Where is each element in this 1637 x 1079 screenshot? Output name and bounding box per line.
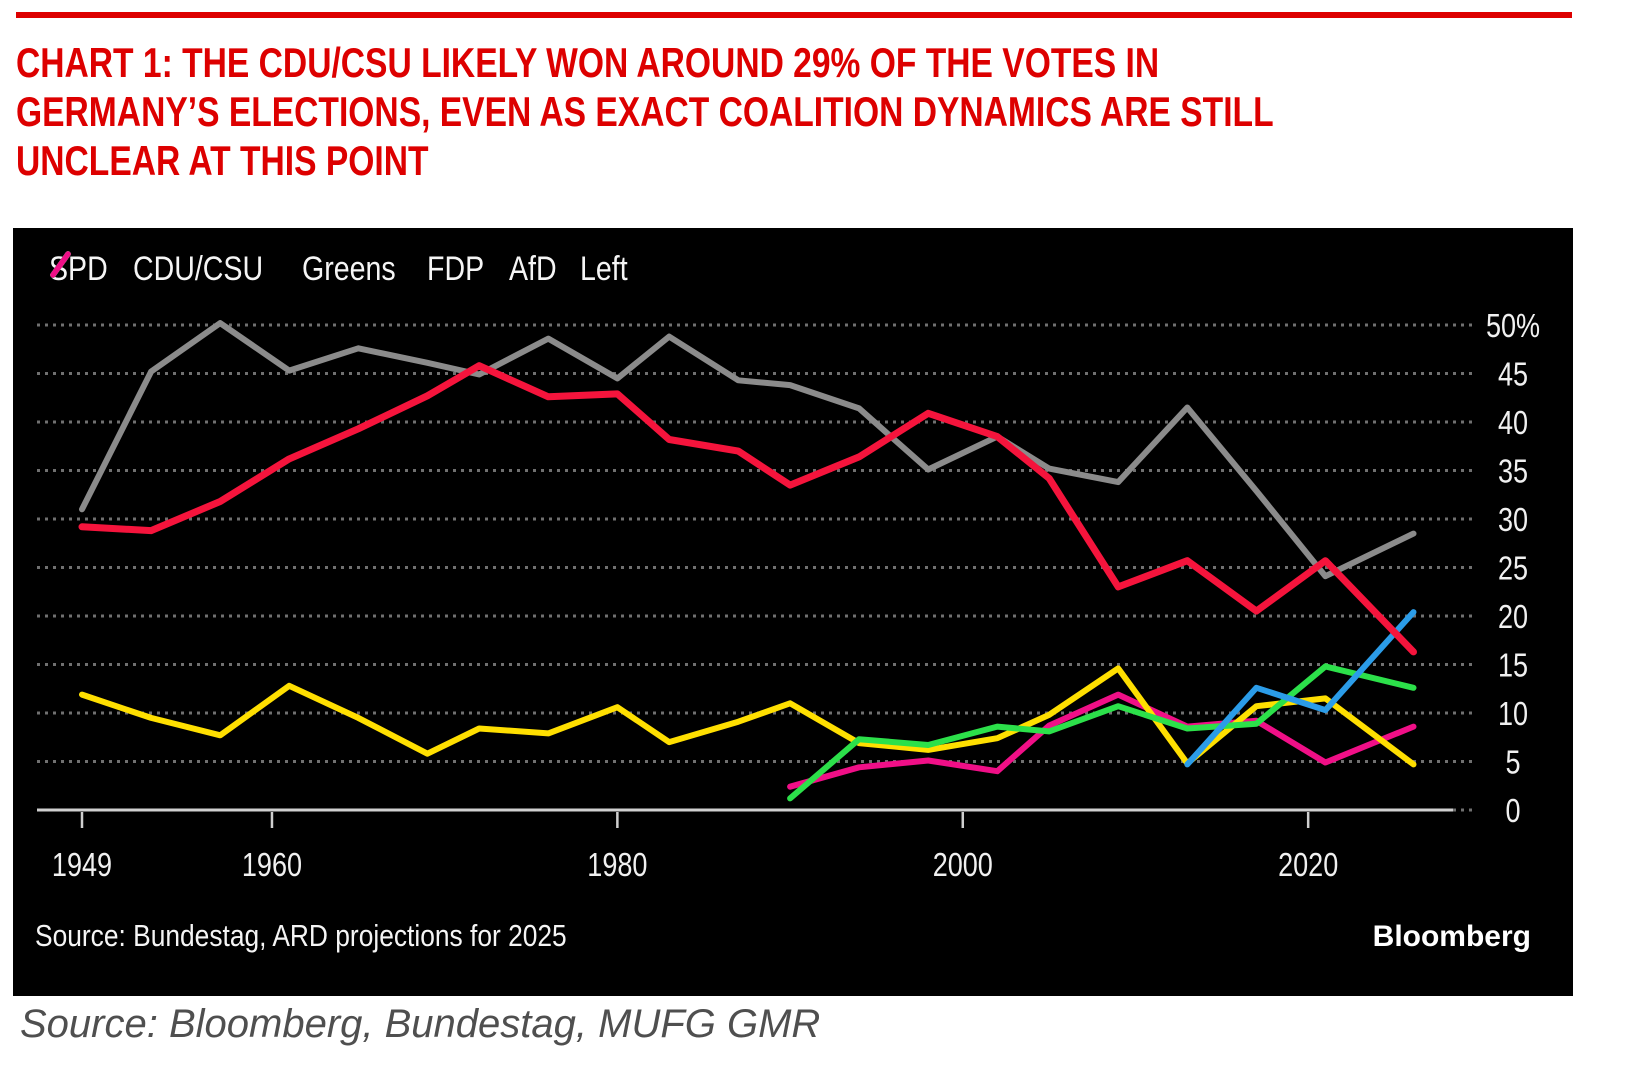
- plot-area: 1949 1960 1980 2000 2020 0 5 10 15 20 25 30 35 40 45 50…: [37, 309, 1540, 884]
- y-tick-label-25: 25: [1498, 551, 1528, 587]
- top-rule: [16, 12, 1572, 18]
- legend-item-left: Left: [50, 250, 637, 289]
- x-tick-label-2000: 2000: [933, 848, 993, 884]
- series-line-cdu-csu: [79, 320, 1417, 580]
- chart-source-note: Source: Bundestag, ARD projections for 2…: [35, 918, 567, 953]
- legend-label: CDU/CSU: [132, 250, 264, 288]
- y-tick-label-5: 5: [1505, 745, 1520, 781]
- legend-label: FDP: [427, 250, 485, 288]
- legend-label: Left: [580, 250, 628, 288]
- y-tick-label-35: 35: [1498, 454, 1528, 490]
- legend-item-afd: AfD: [50, 250, 566, 289]
- series-line-fdp: [79, 665, 1417, 768]
- y-tick-label-50: 50%: [1486, 309, 1540, 345]
- page-title: CHART 1: THE CDU/CSU LIKELY WON AROUND 2…: [16, 38, 1588, 185]
- legend-item-cdu-csu: CDU/CSU: [50, 250, 288, 289]
- chart-panel: 1949 1960 1980 2000 2020 0 5 10 15 20 25 30 35 40 45 50…: [13, 228, 1573, 996]
- legend-item-greens: Greens: [50, 250, 414, 289]
- x-tick-label-2020: 2020: [1278, 848, 1338, 884]
- x-tick-label-1980: 1980: [587, 848, 647, 884]
- y-tick-label-30: 30: [1498, 503, 1528, 539]
- legend-item-fdp: FDP: [50, 250, 495, 289]
- title-line-3: UNCLEAR AT THIS POINT: [16, 137, 429, 184]
- y-tick-label-45: 45: [1498, 357, 1528, 393]
- y-tick-label-15: 15: [1498, 648, 1528, 684]
- chart-legend: SPD CDU/CSU Greens FDP AfD Left: [49, 250, 637, 289]
- x-tick-label-1960: 1960: [242, 848, 302, 884]
- x-tick-label-1949: 1949: [52, 848, 112, 884]
- legend-label: AfD: [509, 250, 557, 288]
- title-line-2: GERMANY’S ELECTIONS, EVEN AS EXACT COALI…: [16, 88, 1274, 135]
- y-tick-label-20: 20: [1498, 600, 1528, 636]
- title-line-1: CHART 1: THE CDU/CSU LIKELY WON AROUND 2…: [16, 39, 1160, 86]
- series-line-afd: [1184, 609, 1417, 768]
- legend-swatch-icon: [50, 251, 71, 278]
- series-line-left: [787, 691, 1417, 790]
- y-tick-label-0: 0: [1505, 794, 1520, 830]
- y-tick-label-10: 10: [1498, 697, 1528, 733]
- series-line-greens: [787, 663, 1417, 802]
- y-tick-label-40: 40: [1498, 406, 1528, 442]
- footer-source: Source: Bloomberg, Bundestag, MUFG GMR: [20, 1002, 821, 1046]
- series-line-spd: [78, 362, 1417, 656]
- legend-label: Greens: [301, 250, 396, 288]
- bloomberg-logo: Bloomberg: [1372, 920, 1531, 953]
